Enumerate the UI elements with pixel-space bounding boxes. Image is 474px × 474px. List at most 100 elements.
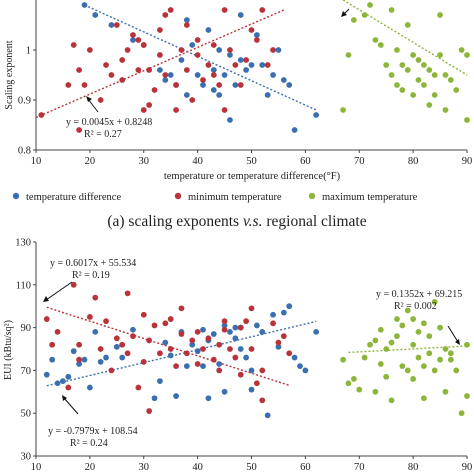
bottom-eq2-line1: y = -0.7979x + 108.54	[48, 426, 138, 437]
top-point-maximum-temperature	[404, 67, 411, 73]
top-point-minimum-temperature	[253, 37, 260, 43]
bot-point-temperature-difference	[291, 354, 298, 361]
top-y-tick-label: 0.9	[18, 96, 31, 107]
top-point-minimum-temperature	[151, 87, 158, 93]
bot-y-tick-label: 110	[16, 280, 31, 291]
bot-point-minimum-temperature	[43, 316, 50, 322]
top-point-minimum-temperature	[124, 47, 131, 53]
bot-x-tick-label: 60	[300, 462, 311, 473]
top-point-minimum-temperature	[200, 77, 206, 83]
bottom-eq1-line2: R² = 0.19	[72, 270, 110, 281]
bot-x-tick-label: 50	[246, 462, 257, 473]
bot-point-temperature-difference	[275, 343, 282, 350]
top-point-temperature-difference	[221, 72, 228, 78]
bottom-eq2-arrowhead	[62, 395, 67, 401]
bot-point-maximum-temperature	[350, 376, 357, 382]
top-point-minimum-temperature	[183, 67, 190, 73]
bot-point-minimum-temperature	[248, 305, 255, 312]
bot-x-tick-label: 70	[354, 462, 365, 473]
bot-point-temperature-difference	[237, 346, 244, 352]
top-point-minimum-temperature	[119, 57, 126, 63]
top-point-maximum-temperature	[415, 57, 422, 63]
bot-point-maximum-temperature	[394, 316, 400, 322]
bot-point-maximum-temperature	[431, 367, 438, 374]
top-point-maximum-temperature	[361, 12, 368, 18]
top-point-temperature-difference	[264, 92, 271, 98]
top-point-maximum-temperature	[377, 42, 384, 48]
top-point-minimum-temperature	[173, 107, 179, 113]
top-x-tick-label: 90	[462, 156, 473, 167]
bot-point-minimum-temperature	[86, 314, 93, 320]
top-point-minimum-temperature	[210, 42, 217, 48]
bot-point-temperature-difference	[183, 363, 190, 370]
bot-point-minimum-temperature	[216, 341, 223, 348]
top-point-maximum-temperature	[404, 22, 411, 28]
top-point-temperature-difference	[270, 72, 276, 78]
top-point-maximum-temperature	[415, 77, 422, 83]
bot-point-temperature-difference	[248, 367, 255, 374]
top-point-minimum-temperature	[108, 72, 115, 78]
bot-point-temperature-difference	[103, 354, 109, 361]
bot-point-minimum-temperature	[189, 337, 196, 344]
bot-point-minimum-temperature	[275, 339, 282, 346]
top-eq-arrowhead	[86, 96, 92, 102]
top-point-maximum-temperature	[442, 72, 449, 78]
bot-point-maximum-temperature	[345, 380, 352, 387]
bot-point-maximum-temperature	[464, 341, 470, 348]
top-point-minimum-temperature	[86, 47, 93, 53]
top-point-temperature-difference	[280, 77, 287, 83]
bot-point-minimum-temperature	[76, 356, 82, 363]
bot-point-temperature-difference	[130, 326, 136, 333]
bot-point-minimum-temperature	[146, 408, 153, 414]
bot-point-maximum-temperature	[410, 341, 417, 348]
bot-point-maximum-temperature	[377, 326, 384, 333]
top-point-minimum-temperature	[81, 82, 88, 88]
bot-point-maximum-temperature	[442, 346, 449, 352]
top-point-minimum-temperature	[227, 47, 233, 53]
top-point-temperature-difference	[183, 17, 190, 23]
bot-point-maximum-temperature	[447, 356, 454, 363]
top-point-minimum-temperature	[183, 22, 190, 28]
top-point-minimum-temperature	[259, 7, 266, 13]
bot-point-minimum-temperature	[97, 346, 104, 352]
top-point-minimum-temperature	[232, 62, 239, 68]
top-point-minimum-temperature	[97, 97, 104, 103]
top-point-temperature-difference	[243, 67, 250, 73]
bot-point-maximum-temperature	[404, 307, 411, 314]
bot-point-maximum-temperature	[399, 322, 406, 329]
bot-point-maximum-temperature	[415, 328, 422, 335]
bot-point-minimum-temperature	[227, 346, 233, 352]
bot-point-maximum-temperature	[421, 395, 427, 402]
bot-point-minimum-temperature	[135, 384, 142, 391]
top-point-minimum-temperature	[216, 82, 223, 88]
top-point-temperature-difference	[92, 12, 99, 18]
bot-point-minimum-temperature	[178, 331, 185, 337]
top-point-temperature-difference	[178, 57, 185, 63]
bot-point-minimum-temperature	[146, 337, 153, 344]
bot-point-minimum-temperature	[65, 384, 72, 391]
bottom-eq3-arrowhead	[455, 339, 460, 345]
bot-point-temperature-difference	[221, 322, 228, 329]
legend-marker-maximum-temperature	[308, 192, 316, 200]
top-point-maximum-temperature	[437, 52, 443, 58]
top-point-temperature-difference	[237, 12, 244, 18]
bottom-y-axis-label: EUI (kBtu/sq²)	[3, 320, 14, 380]
bot-point-temperature-difference	[189, 341, 196, 348]
bot-point-maximum-temperature	[453, 367, 460, 374]
bot-point-maximum-temperature	[383, 346, 390, 352]
bottom-eq1-arrowhead	[43, 296, 49, 302]
bot-point-maximum-temperature	[383, 373, 390, 380]
bot-point-minimum-temperature	[54, 328, 61, 335]
bot-point-minimum-temperature	[210, 356, 217, 363]
bottom-eq3-arrow	[447, 325, 459, 343]
bot-point-minimum-temperature	[92, 294, 99, 301]
top-point-maximum-temperature	[464, 52, 470, 58]
top-point-maximum-temperature	[442, 107, 449, 113]
legend-marker-temperature-difference	[12, 192, 20, 200]
legend-marker-minimum-temperature	[174, 192, 182, 200]
bot-point-temperature-difference	[259, 328, 266, 335]
bottom-trend-lines	[46, 306, 468, 387]
top-eq-arrow	[87, 98, 99, 113]
top-point-maximum-temperature	[437, 12, 443, 18]
top-scatter-points	[38, 2, 470, 133]
